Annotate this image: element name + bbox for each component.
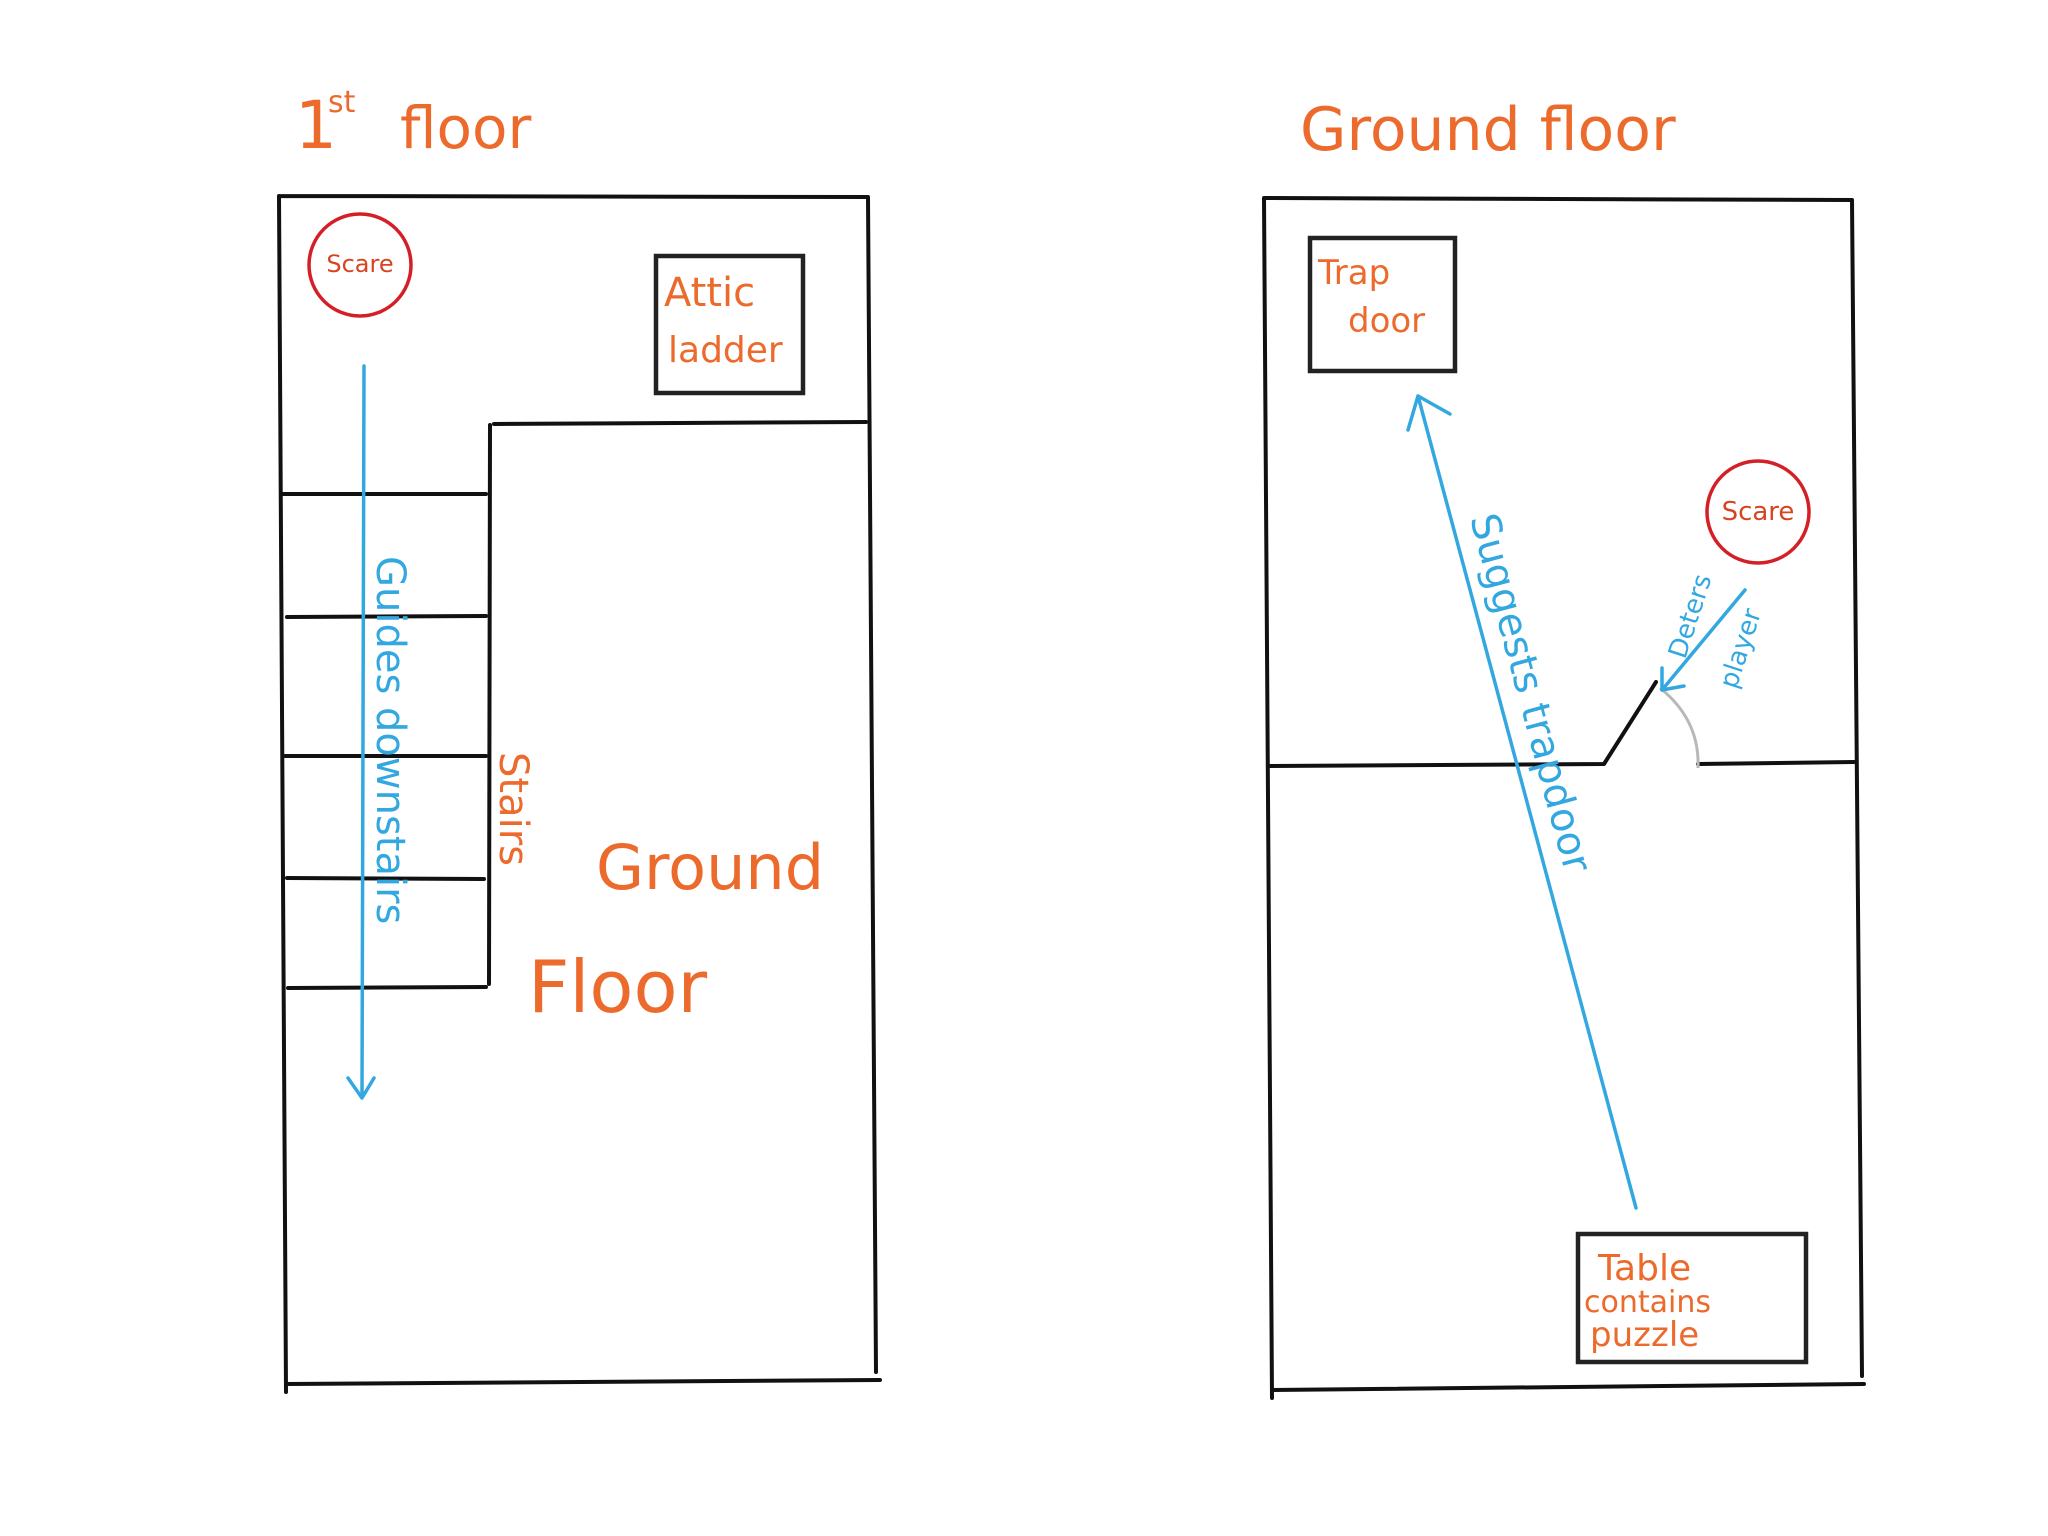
stair-tread [285, 614, 488, 619]
first-floor-title-word: floor [400, 94, 532, 162]
ground-floor-title: Ground floor [1300, 95, 1676, 165]
door-swing-arc [1659, 686, 1700, 769]
scare-marker-ground-floor [1705, 459, 1811, 565]
deters-player-label-line1: Deters [1663, 571, 1718, 662]
stair-tread [286, 985, 488, 990]
scare-label-ground-floor: Scare [1722, 497, 1795, 527]
deters-player-arrowhead [1660, 666, 1686, 692]
attic-ladder-box [653, 253, 806, 396]
suggests-trapdoor-arrow [1416, 394, 1638, 1210]
stairwell-wall [487, 420, 868, 986]
ground-floor-plan: Ground floor Trap door Scare Deters play… [1262, 95, 1866, 1400]
attic-ladder-label-line1: Attic [664, 270, 755, 316]
attic-ladder-label-line2: ladder [668, 330, 783, 371]
stairs-label: Stairs [490, 752, 536, 866]
ground-floor-void-label-line1: Ground [596, 831, 824, 904]
guides-downstairs-arrow [360, 364, 366, 1099]
suggests-trapdoor-label: Suggests trapdoor [1460, 509, 1600, 878]
guides-downstairs-arrowhead [346, 1076, 376, 1100]
dividing-wall-right [1696, 760, 1856, 766]
trap-door-label-line2: door [1348, 301, 1425, 341]
first-floor-plan: 1 st floor Attic ladder Scare Guides dow… [277, 85, 882, 1394]
suggests-trapdoor-arrowhead [1406, 394, 1452, 432]
stairs-treads [281, 492, 488, 990]
first-floor-title-superscript: st [328, 85, 356, 120]
trap-door-box [1307, 235, 1458, 374]
dividing-wall-with-door [1268, 680, 1658, 768]
trap-door-label-line1: Trap [1317, 253, 1390, 293]
scare-marker-first-floor [307, 212, 413, 318]
stair-tread [285, 876, 486, 881]
deters-player-arrow [1660, 588, 1747, 692]
ground-floor-outer-walls [1262, 196, 1866, 1400]
ground-floor-void-label-line2: Floor [528, 945, 708, 1029]
table-label-line3: puzzle [1590, 1315, 1699, 1355]
table-label-line1: Table [1597, 1248, 1691, 1289]
first-floor-outer-walls [277, 194, 882, 1394]
table-puzzle-box [1575, 1231, 1809, 1365]
first-floor-title-number: 1 [295, 87, 337, 164]
scare-label-first-floor: Scare [326, 250, 393, 278]
guides-downstairs-label: Guides downstairs [367, 556, 413, 924]
table-label-line2: contains [1584, 1285, 1711, 1320]
